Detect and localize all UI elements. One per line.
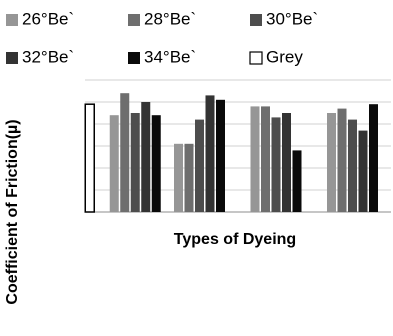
bar bbox=[174, 143, 183, 212]
legend-swatch bbox=[250, 14, 262, 26]
legend-label: 34°Be` bbox=[144, 47, 196, 66]
bar bbox=[369, 104, 378, 212]
legend-swatch bbox=[6, 52, 18, 64]
legend-label: 30°Be` bbox=[266, 9, 318, 28]
bar bbox=[216, 99, 225, 212]
bar bbox=[184, 143, 194, 212]
legend-label: Grey bbox=[266, 47, 303, 66]
bar bbox=[348, 119, 357, 212]
bar bbox=[337, 108, 347, 212]
y-axis-title: Coefficient of Friction(µ) bbox=[4, 119, 21, 304]
legend-label: 28°Be` bbox=[144, 9, 196, 28]
bar bbox=[358, 130, 368, 212]
bar bbox=[84, 103, 95, 213]
bar bbox=[141, 102, 151, 212]
bar bbox=[205, 95, 215, 212]
legend-label: 32°Be` bbox=[22, 47, 74, 66]
bar bbox=[151, 115, 161, 212]
legend-swatch bbox=[128, 14, 140, 26]
bar bbox=[120, 93, 130, 212]
bar bbox=[271, 117, 281, 212]
legend-label: 26°Be` bbox=[22, 9, 74, 28]
legend-swatch bbox=[249, 51, 263, 65]
x-axis-title: Types of Dyeing bbox=[174, 231, 296, 248]
legend-swatch bbox=[6, 14, 18, 26]
bar bbox=[327, 113, 336, 212]
legend-swatch bbox=[128, 52, 140, 64]
bar bbox=[130, 113, 140, 212]
bar bbox=[282, 113, 291, 212]
bar bbox=[292, 150, 302, 212]
bar bbox=[250, 106, 260, 212]
bar bbox=[109, 115, 119, 212]
bar bbox=[195, 119, 204, 212]
bar bbox=[261, 106, 270, 212]
